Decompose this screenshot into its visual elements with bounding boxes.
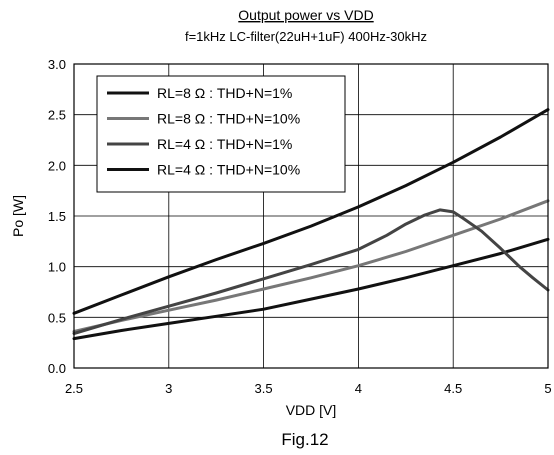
- legend-entry-label: RL=4 Ω : THD+N=10%: [157, 162, 300, 178]
- y-axis-label: Po [W]: [10, 195, 26, 237]
- x-tick-label: 2.5: [65, 381, 83, 396]
- x-tick-label: 4: [355, 381, 362, 396]
- y-tick-label: 0.0: [48, 361, 66, 376]
- series-layer: [72, 108, 550, 341]
- x-tick-label: 5: [544, 381, 551, 396]
- series-line-2: [72, 199, 550, 333]
- plot-frame: [73, 63, 549, 369]
- legend: RL=8 Ω : THD+N=1% RL=8 Ω : THD+N=10% RL=4 …: [96, 75, 346, 193]
- series-line-4: [72, 108, 550, 315]
- y-tick-label: 2.5: [48, 108, 66, 123]
- y-tick-label: 1.0: [48, 260, 66, 275]
- legend-entry-label: RL=8 Ω : THD+N=1%: [157, 85, 292, 101]
- x-tick-label: 4.5: [444, 381, 462, 396]
- legend-entry-label: RL=4 Ω : THD+N=1%: [157, 136, 292, 152]
- legend-entry-label: RL=8 Ω : THD+N=10%: [157, 111, 300, 127]
- y-tick-label: 3.0: [48, 57, 66, 72]
- legend-box: [96, 75, 346, 193]
- figure-caption: Fig.12: [281, 430, 328, 449]
- x-tick-label: 3.5: [255, 381, 273, 396]
- y-tick-label: 2.0: [48, 158, 66, 173]
- y-tick-label: 1.5: [48, 209, 66, 224]
- x-axis: 2.5 3 3.5 4 4.5 5: [65, 381, 552, 396]
- chart-subtitle: f=1kHz LC-filter(22uH+1uF) 400Hz-30kHz: [185, 29, 427, 44]
- x-axis-label: VDD [V]: [286, 402, 337, 418]
- y-axis: 0.0 0.5 1.0 1.5 2.0 2.5 3.0: [48, 57, 66, 376]
- y-tick-label: 0.5: [48, 310, 66, 325]
- series-line-3: [72, 208, 550, 335]
- series-line-1: [72, 237, 550, 341]
- x-tick-label: 3: [165, 381, 172, 396]
- chart-title: Output power vs VDD: [238, 7, 373, 23]
